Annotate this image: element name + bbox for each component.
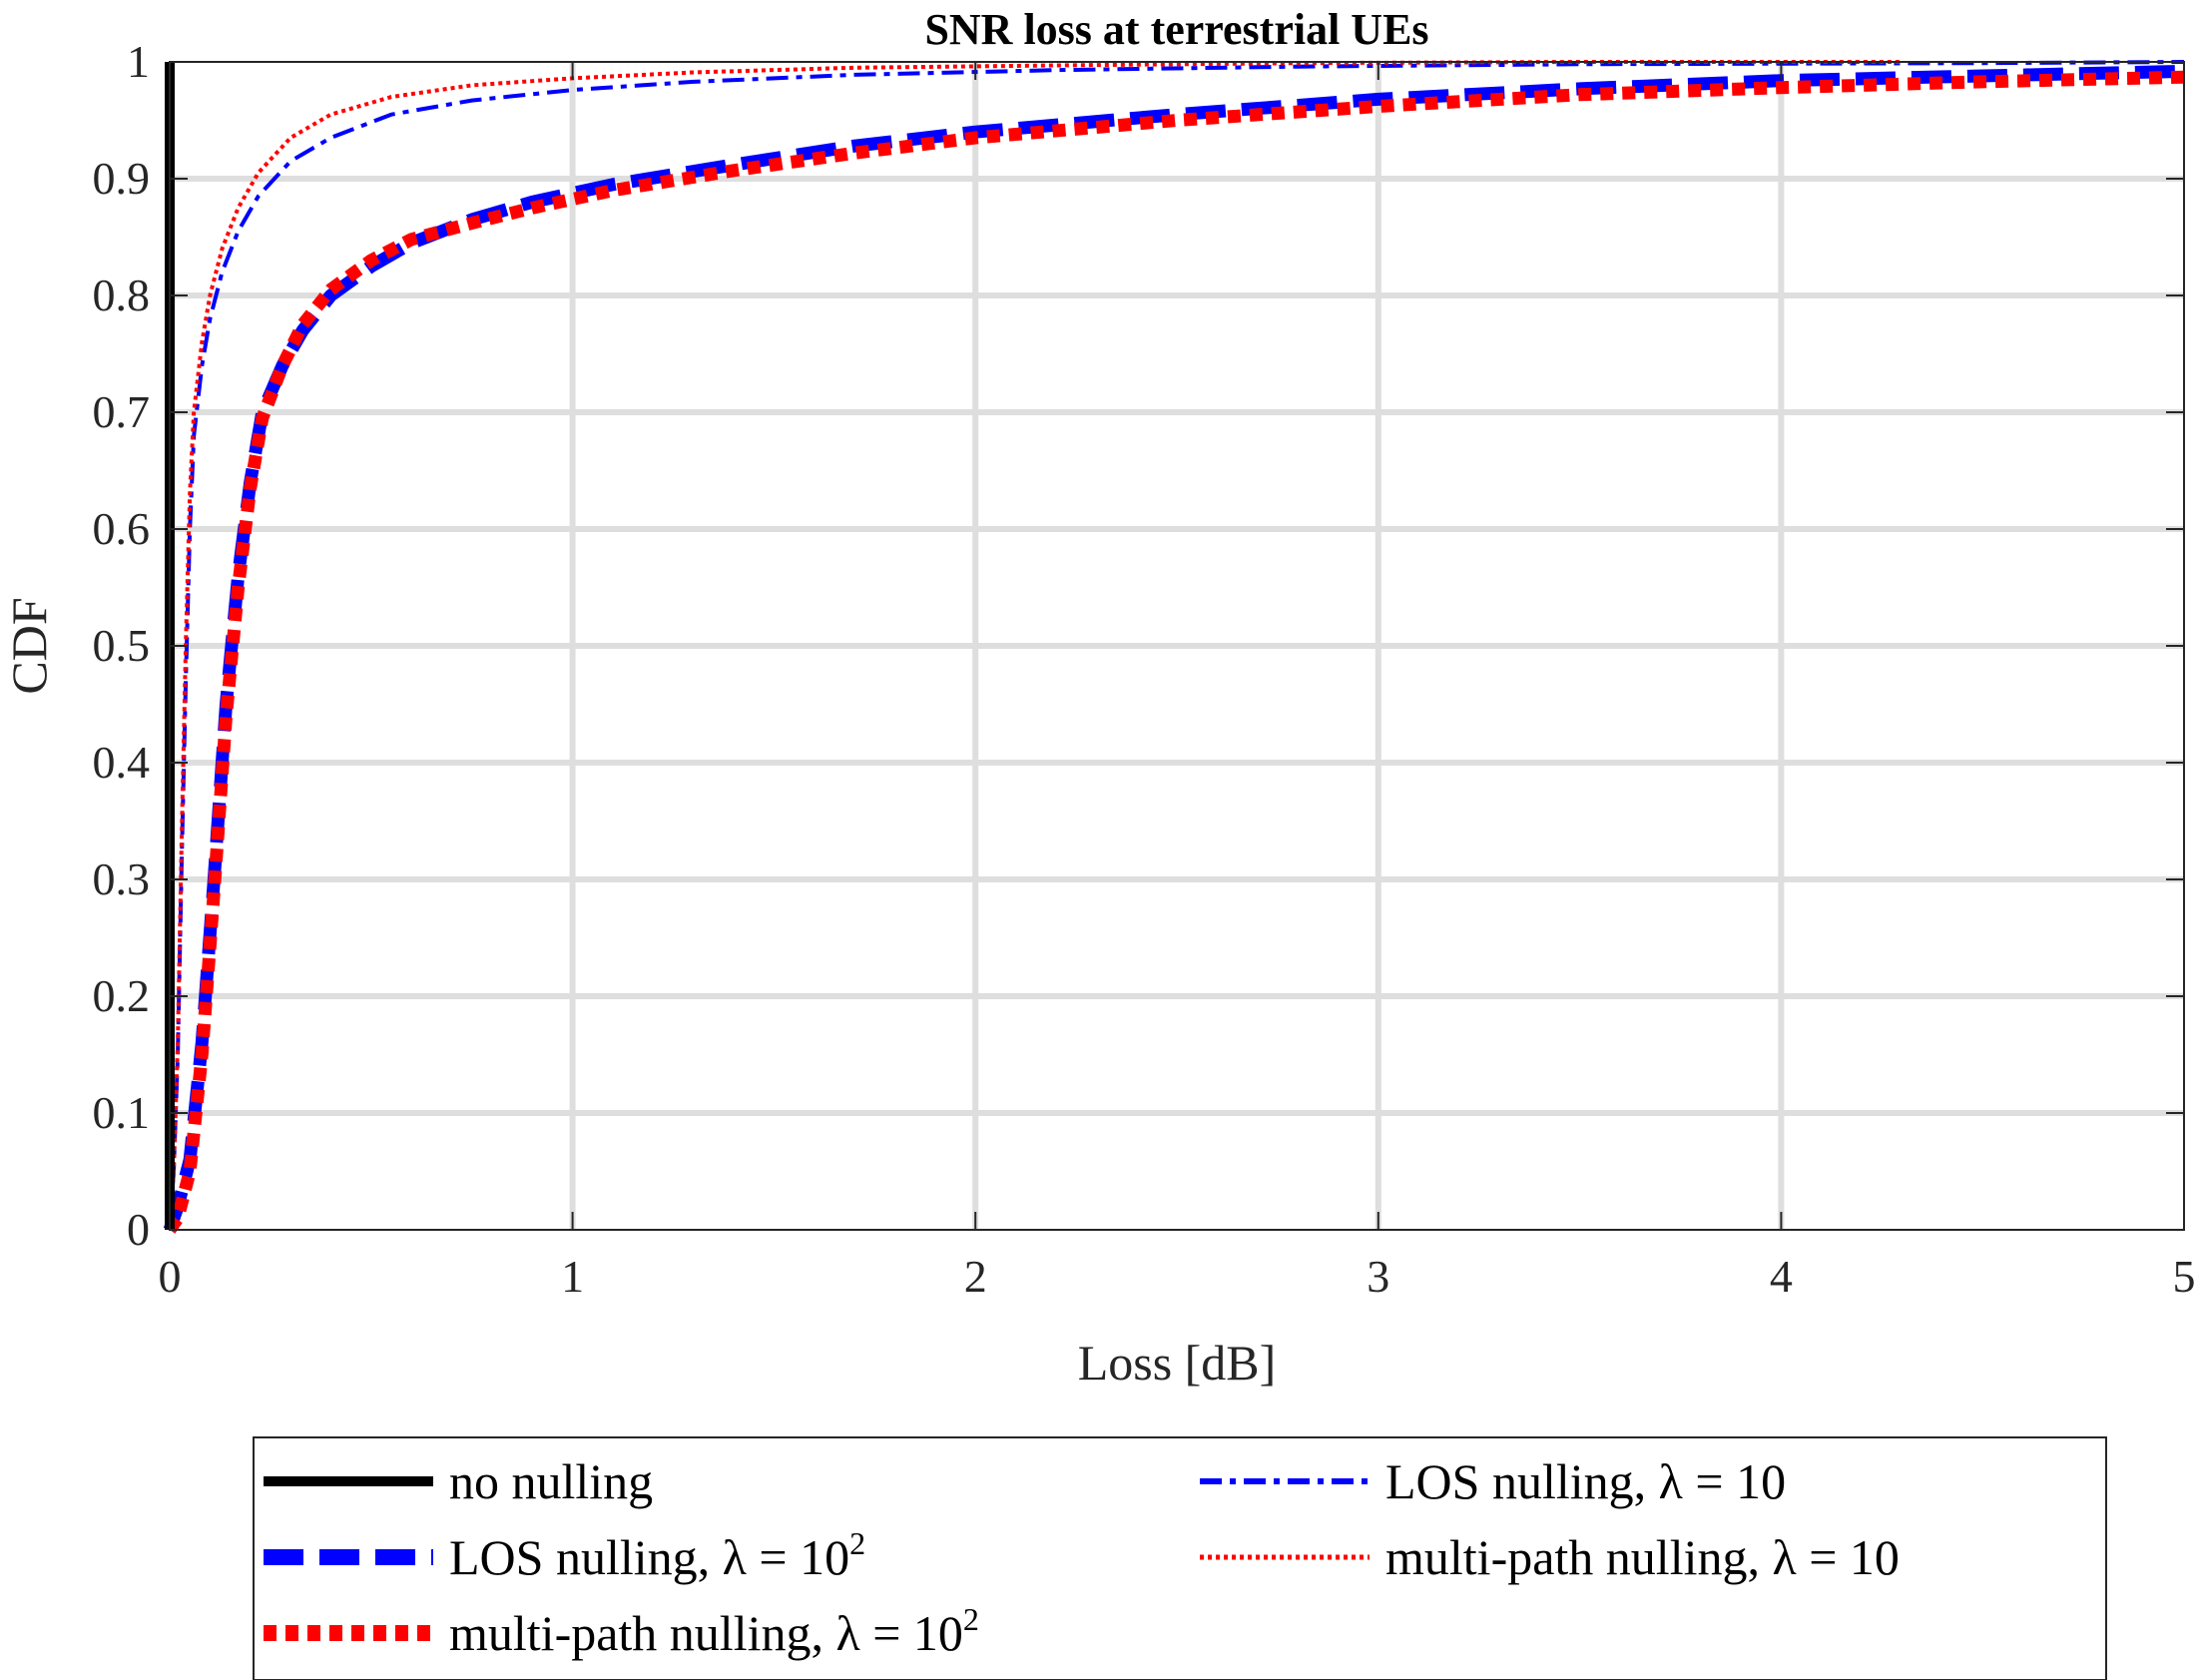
y-axis-label: CDF xyxy=(1,597,57,694)
x-tick-label: 5 xyxy=(2173,1251,2196,1302)
y-tick-label: 0.6 xyxy=(93,503,151,554)
legend-label-0: no nulling xyxy=(449,1453,653,1509)
legend-label-3: multi-path nulling, λ = 10 xyxy=(1385,1529,1900,1585)
legend-label-text: LOS nulling, λ = 10 xyxy=(449,1529,849,1585)
series-line-3 xyxy=(168,60,1903,1231)
legend-label-text: multi-path nulling, λ = 10 xyxy=(1385,1529,1900,1585)
legend-label-text: LOS nulling, λ = 10 xyxy=(1385,1453,1786,1509)
legend-box xyxy=(253,1436,2107,1680)
x-tick-label: 1 xyxy=(561,1251,584,1302)
y-tick-label: 0.1 xyxy=(93,1087,151,1138)
series-line-1 xyxy=(168,60,2185,1231)
x-tick-label: 4 xyxy=(1770,1251,1793,1302)
legend-label-2: LOS nulling, λ = 102 xyxy=(449,1525,865,1585)
tick-layer: 0 1 2 3 4 5 0 0.1 0.2 0.3 0.4 0.5 0.6 0.7 0.8 0.9 1 xyxy=(93,36,2196,1302)
x-tick-label: 0 xyxy=(159,1251,182,1302)
y-tick-label: 0.8 xyxy=(93,270,151,320)
grid-layer xyxy=(170,62,2184,1230)
legend-label-4: multi-path nulling, λ = 102 xyxy=(449,1601,979,1661)
x-tick-label: 2 xyxy=(964,1251,987,1302)
legend-label-text: no nulling xyxy=(449,1453,653,1509)
legend-label-text: multi-path nulling, λ = 10 xyxy=(449,1605,963,1661)
x-axis-label: Loss [dB] xyxy=(1078,1335,1277,1391)
chart-title: SNR loss at terrestrial UEs xyxy=(924,5,1428,54)
y-tick-label: 1 xyxy=(127,36,150,87)
y-tick-label: 0.2 xyxy=(93,970,151,1021)
y-tick-label: 0.3 xyxy=(93,853,151,904)
y-tick-label: 0.4 xyxy=(93,737,151,788)
series-line-4 xyxy=(164,70,2185,1234)
y-tick-label: 0 xyxy=(127,1204,150,1255)
y-tick-label: 0.7 xyxy=(93,386,151,437)
y-tick-label: 0.5 xyxy=(93,620,151,671)
x-tick-label: 3 xyxy=(1367,1251,1389,1302)
legend-label-superscript: 2 xyxy=(963,1601,979,1637)
y-tick-label: 0.9 xyxy=(93,153,151,204)
legend-label-superscript: 2 xyxy=(849,1525,865,1561)
legend-label-1: LOS nulling, λ = 10 xyxy=(1385,1453,1786,1509)
